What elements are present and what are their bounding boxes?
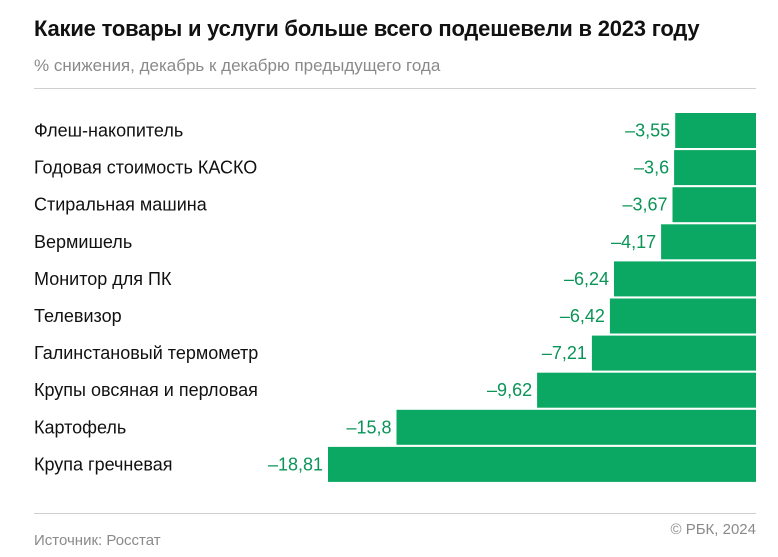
value-label: –18,81 (268, 454, 323, 474)
bar (672, 187, 756, 223)
category-label: Монитор для ПК (34, 269, 172, 289)
category-label: Картофель (34, 417, 126, 437)
value-label: –6,42 (560, 306, 605, 326)
value-label: –15,8 (346, 417, 391, 437)
bar (609, 298, 756, 334)
value-label: –7,21 (542, 343, 587, 363)
value-label: –3,55 (625, 121, 670, 141)
value-label: –3,6 (634, 158, 669, 178)
category-label: Телевизор (34, 306, 122, 326)
category-label: Годовая стоимость КАСКО (34, 158, 257, 178)
top-divider (34, 88, 756, 89)
value-label: –9,62 (487, 380, 532, 400)
bar (396, 409, 756, 445)
source-note: Источник: Росстат (34, 532, 161, 549)
category-label: Крупы овсяная и перловая (34, 380, 258, 400)
bar (661, 224, 756, 260)
category-label: Флеш-накопитель (34, 121, 183, 141)
copyright-note: © РБК, 2024 (670, 521, 756, 538)
category-label: Галинстановый термометр (34, 343, 258, 363)
category-label: Крупа гречневая (34, 454, 173, 474)
category-label: Стиральная машина (34, 195, 208, 215)
bar (675, 113, 756, 148)
bottom-divider (34, 513, 756, 514)
value-label: –3,67 (622, 195, 667, 215)
bar (328, 446, 756, 482)
category-label: Вермишель (34, 232, 132, 252)
value-label: –6,24 (564, 269, 609, 289)
value-label: –4,17 (611, 232, 656, 252)
chart-subtitle: % снижения, декабрь к декабрю предыдущег… (34, 56, 441, 75)
bar (591, 335, 756, 371)
bar (614, 261, 756, 297)
chart-title: Какие товары и услуги больше всего подеш… (34, 16, 700, 41)
bar (674, 150, 756, 186)
bar (537, 372, 756, 408)
